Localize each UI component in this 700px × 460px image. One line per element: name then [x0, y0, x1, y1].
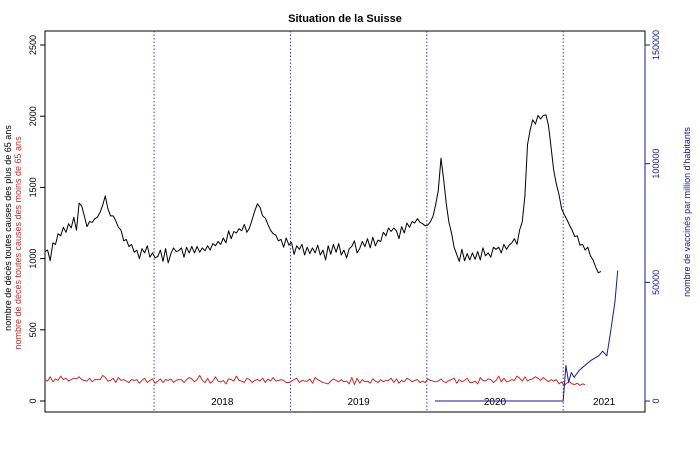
left-tick-label-1500: 1500 [28, 177, 38, 197]
left-axis-labels: nombre de décès toutes causes des plus d… [3, 125, 23, 350]
right-tick-label-100000: 100000 [651, 149, 661, 179]
left-tick-label-500: 500 [28, 322, 38, 337]
right-tick-label-150000: 150000 [651, 30, 661, 60]
year-label-2021: 2021 [593, 397, 616, 408]
year-label-2019: 2019 [348, 397, 371, 408]
year-labels: 2018 2019 2020 2021 [211, 397, 616, 408]
left-tick-label-0: 0 [28, 398, 38, 403]
left-ylabel-over65: nombre de décès toutes causes des plus d… [3, 125, 13, 331]
year-label-2018: 2018 [211, 397, 234, 408]
series-deaths-over-65 [44, 114, 602, 274]
plot-border [44, 30, 646, 413]
series-deaths-under-65 [44, 374, 586, 386]
series-vaccinated [435, 270, 619, 402]
right-tick-label-50000: 50000 [651, 270, 661, 295]
left-tick-label-2000: 2000 [28, 106, 38, 126]
right-y-axis: 0 50000 100000 150000 [644, 30, 661, 404]
year-separators [153, 31, 564, 412]
right-tick-label-0: 0 [651, 398, 661, 403]
left-y-axis: 0 500 1000 1500 2000 2500 [28, 35, 45, 404]
left-ylabel-under65: nombre de décès toutes causes des moins … [13, 136, 23, 350]
plot-frame [44, 30, 646, 413]
series-layer [44, 114, 619, 402]
right-ylabel: nombre de vaccinés par million d'habitan… [682, 127, 692, 297]
left-tick-label-1000: 1000 [28, 249, 38, 269]
left-tick-label-2500: 2500 [28, 35, 38, 55]
year-label-2020: 2020 [484, 397, 507, 408]
chart-title: Situation de la Suisse [288, 13, 402, 25]
